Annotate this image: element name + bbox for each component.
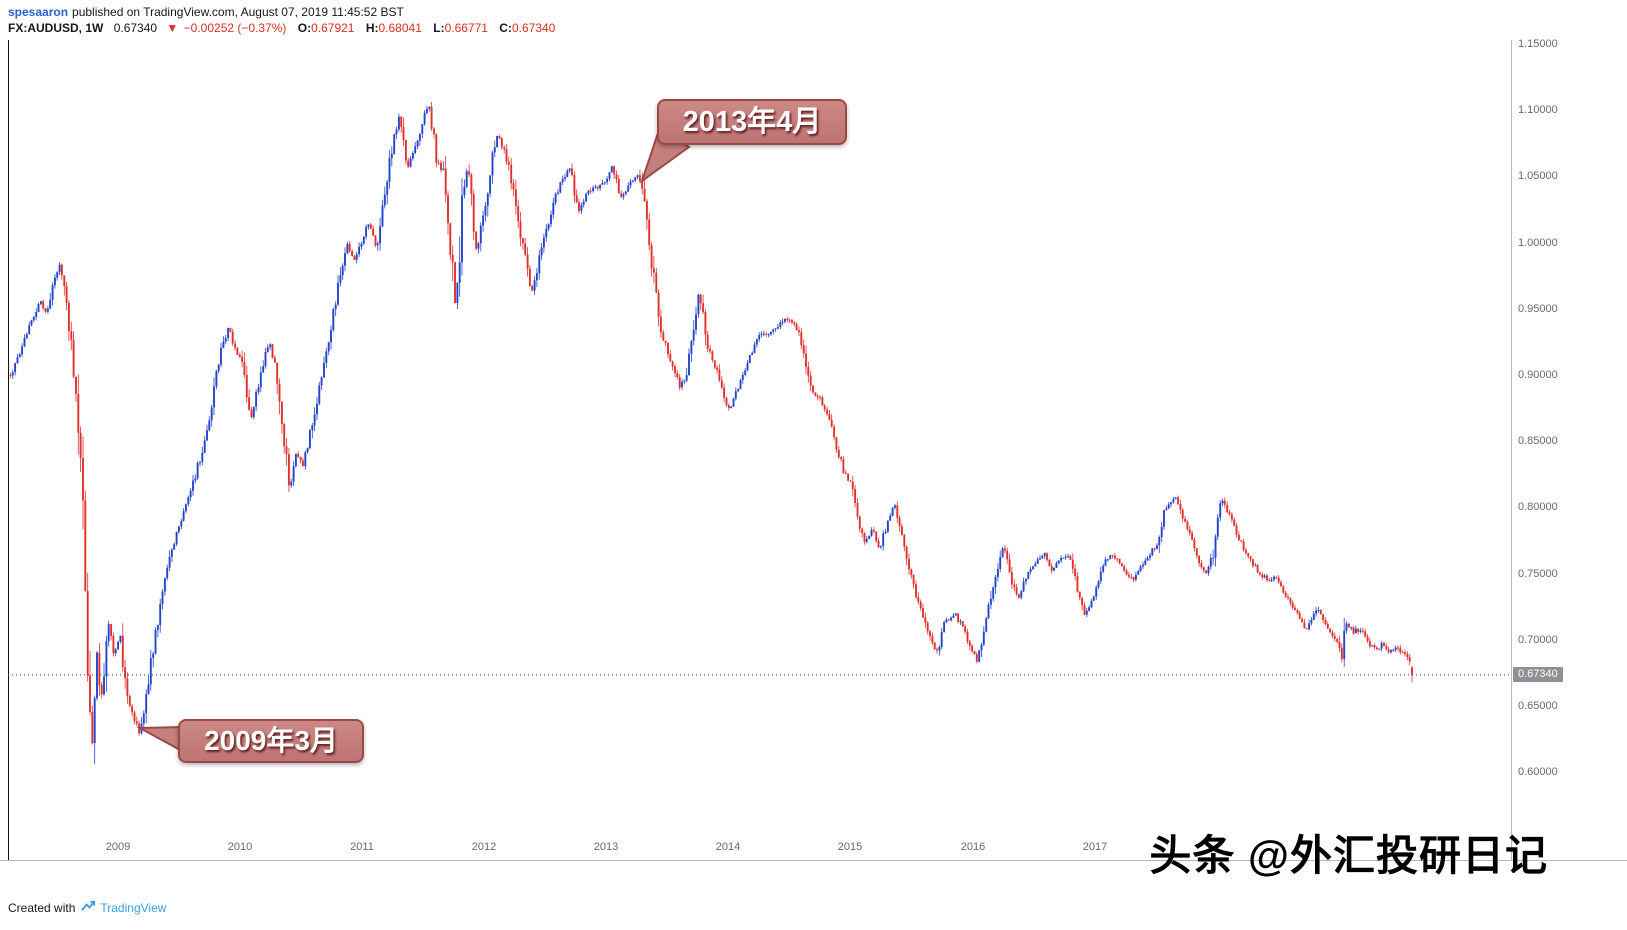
symbol-title: FX:AUDUSD, 1W [8,21,104,35]
annotation-2013-april: 2013年4月 [657,99,847,145]
created-with-label: Created with [8,901,76,915]
tradingview-logo-icon [81,899,96,917]
high-label: H: [365,21,379,35]
published-text: published on TradingView.com, August 07,… [72,5,404,19]
time-axis-label: 2015 [837,841,863,853]
annotation-2009-march: 2009年3月 [178,719,364,763]
time-axis-label: 2016 [960,841,986,853]
up-candle-bodies [11,107,1397,744]
current-price-label: 0.67340 [1513,667,1563,682]
symbol-info-bar: FX:AUDUSD, 1W 0.67340 ▼ −0.00252 (−0.37%… [8,21,555,35]
time-axis-label: 2014 [715,841,741,853]
price-axis-label: 1.10000 [1518,104,1558,116]
snapshot-header: spesaaron published on TradingView.com, A… [8,5,404,19]
close-value: 0.67340 [511,21,556,35]
ohlc-close: C:0.67340 [499,21,555,35]
time-axis: 2009 2010 2011 2012 2013 2014 2015 2016 2017 [0,841,1627,859]
bottom-separator [0,860,1627,861]
author-link[interactable]: spesaaron [8,5,69,19]
price-axis-label: 1.15000 [1518,38,1558,50]
time-axis-label: 2013 [593,841,619,853]
close-label: C: [499,21,512,35]
price-axis-label: 0.80000 [1518,501,1558,513]
price-axis-label: 0.95000 [1518,303,1558,315]
high-value: 0.68041 [378,21,422,35]
down-candle-wicks [10,101,1413,745]
candlestick-chart [8,101,1511,765]
last-price: 0.67340 [113,21,158,35]
ohlc-high: H:0.68041 [366,21,422,35]
price-axis-label: 0.65000 [1518,700,1558,712]
time-axis-label: 2017 [1082,841,1108,853]
chart-plot-area [8,40,1511,835]
down-arrow-icon: ▼ [166,21,179,35]
time-axis-label: 2011 [350,841,374,853]
low-label: L: [433,21,445,35]
open-value: 0.67921 [311,21,355,35]
low-value: 0.66771 [444,21,488,35]
price-axis-label: 1.05000 [1518,170,1558,182]
price-axis: 1.15000 1.10000 1.05000 1.00000 0.95000 0.900… [1511,38,1627,862]
time-axis-label: 2009 [105,841,131,853]
price-axis-label: 1.00000 [1518,237,1558,249]
time-axis-label: 2012 [471,841,497,853]
price-axis-label: 0.90000 [1518,369,1558,381]
tradingview-brand-link[interactable]: TradingView [100,901,167,915]
price-change: −0.00252 (−0.37%) [183,21,287,35]
price-axis-separator [1511,40,1512,860]
price-axis-label: 0.60000 [1518,766,1558,778]
open-label: O: [297,21,312,35]
ohlc-open: O:0.67921 [298,21,355,35]
footer: Created with TradingView [8,899,166,917]
price-axis-label: 0.85000 [1518,435,1558,447]
ohlc-low: L:0.66771 [433,21,488,35]
time-axis-label: 2010 [227,841,253,853]
price-axis-label: 0.75000 [1518,568,1558,580]
watermark-text: 头条 @外汇投研日记 [1149,832,1548,879]
down-candle-bodies [9,107,1413,744]
price-axis-label: 0.70000 [1518,634,1558,646]
chart-left-border [8,40,9,860]
up-candle-wicks [12,105,1397,765]
